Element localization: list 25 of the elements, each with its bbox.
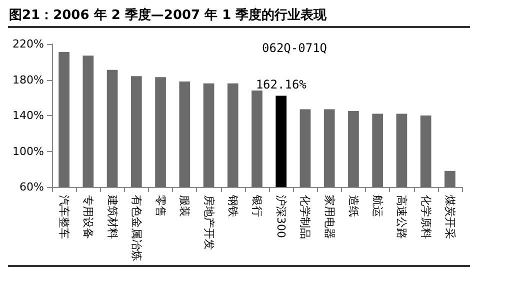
y-tick-label: 100%	[12, 144, 44, 158]
data-label: 162.16%	[256, 78, 308, 92]
x-tick-label: 房地产开发	[202, 195, 216, 250]
x-tick-label: 专用设备	[82, 195, 95, 239]
x-tick-label: 化学制品	[298, 195, 312, 239]
x-tick-label: 建筑材料	[106, 194, 119, 239]
x-tick-label: 钢铁	[226, 194, 240, 217]
x-tick-label: 汽车整车	[58, 195, 71, 239]
x-tick-label: 煤炭开采	[443, 195, 456, 239]
x-tick-label: 化学原料	[419, 195, 432, 239]
x-tick-label: 有色金属冶炼	[130, 195, 143, 261]
y-tick-label: 220%	[12, 38, 44, 50]
x-tick-label: 航运	[371, 195, 384, 217]
x-tick-label: 家用电器	[322, 195, 336, 239]
x-tick-label: 沪深300	[274, 195, 288, 238]
y-tick-label: 180%	[12, 73, 44, 86]
x-tick-label: 造纸	[346, 195, 360, 217]
y-tick-label: 60%	[20, 180, 44, 194]
x-tick-label: 高速公路	[395, 195, 408, 239]
annotation: 062Q-071Q	[262, 41, 328, 55]
x-tick-label: 服装	[178, 195, 192, 217]
x-tick-label: 银行	[250, 194, 264, 217]
x-tick-label: 零售	[154, 195, 168, 217]
y-tick-label: 140%	[12, 109, 44, 122]
chart-title: 图21：2006 年 2 季度—2007 年 1 季度的行业表现	[9, 7, 328, 23]
